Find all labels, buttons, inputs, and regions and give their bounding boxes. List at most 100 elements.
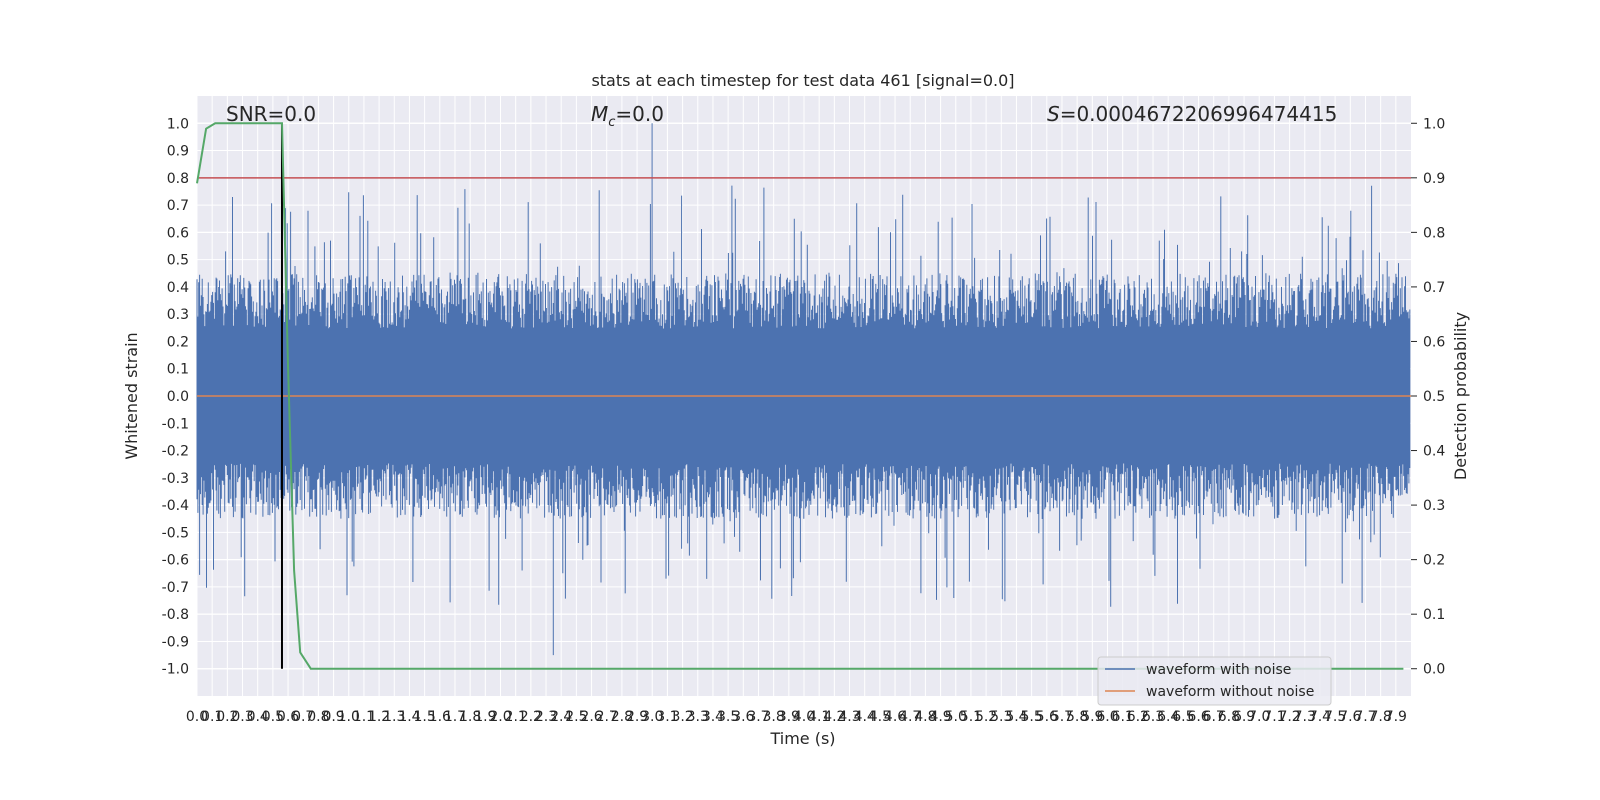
right-y-tick-label: 0.7 [1423,280,1445,296]
right-y-tick-label: 0.4 [1423,444,1445,460]
right-y-tick-label: 0.1 [1423,607,1445,623]
x-tick-label: 4.6 [884,709,906,725]
x-tick-label: 0.4 [247,709,269,725]
legend: waveform with noise waveform without noi… [1097,656,1332,706]
series-detection-probability [196,122,1404,670]
x-tick-label: 3.4 [702,709,724,725]
y-tick-label: 0.9 [167,144,189,160]
y-tick-label: -0.7 [162,580,189,596]
x-tick-label: 0.9 [322,709,344,725]
x-tick-label: 3.9 [778,709,800,725]
x-tick-label: 7.4 [1309,709,1331,725]
y-tick-label: -0.6 [162,553,189,569]
x-tick-label: 1.6 [429,709,451,725]
y-tick-label: -0.4 [162,498,189,514]
y-tick-label: -0.8 [162,607,189,623]
x-tick-label: 1.3 [383,709,405,725]
x-tick-label: 4.9 [929,709,951,725]
x-tick-label: 2.1 [505,709,527,725]
x-tick-label: 1.7 [444,709,466,725]
chart-title: stats at each timestep for test data 461… [591,71,1014,90]
x-tick-label: 0.8 [307,709,329,725]
x-tick-label: 3.3 [687,709,709,725]
x-tick-label: 7.0 [1248,709,1270,725]
x-tick-label: 2.4 [550,709,572,725]
x-tick-label: 1.1 [353,709,375,725]
x-tick-label: 1.0 [338,709,360,725]
x-tick-label: 3.0 [641,709,663,725]
x-tick-label: 0.2 [216,709,238,725]
x-tick-label: 2.8 [611,709,633,725]
x-tick-label: 2.3 [535,709,557,725]
right-y-tick-label: 1.0 [1423,116,1445,132]
x-tick-label: 1.9 [474,709,496,725]
y-tick-label: 0.4 [167,280,189,296]
x-tick-label: 4.7 [899,709,921,725]
x-tick-label: 5.2 [975,709,997,725]
x-tick-label: 5.8 [1066,709,1088,725]
x-tick-label: 5.4 [1005,709,1027,725]
x-tick-label: 1.4 [398,709,420,725]
x-tick-label: 6.8 [1218,709,1240,725]
y-tick-label: 0.7 [167,198,189,214]
y-tick-label: 0.0 [167,389,189,405]
x-tick-label: 7.6 [1339,709,1361,725]
right-y-tick-label: 0.6 [1423,334,1445,350]
x-tick-label: 2.5 [565,709,587,725]
right-y-tick-labels: 1.0 0.9 0.8 0.7 0.6 0.5 0.4 0.3 0.2 0.1 0.0 [1411,116,1445,678]
x-tick-label: 2.9 [626,709,648,725]
x-tick-label: 6.9 [1233,709,1255,725]
x-tick-label: 6.5 [1172,709,1194,725]
score-value: =0.0004672206996474415 [1060,102,1338,126]
y-tick-label: -0.1 [162,416,189,432]
x-tick-label: 7.3 [1294,709,1316,725]
x-tick-label: 6.0 [1096,709,1118,725]
snr-annotation: SNR=0.0 [226,102,316,126]
legend-label-noise: waveform with noise [1146,662,1291,678]
x-tick-label: 2.7 [596,709,618,725]
x-tick-label: 4.2 [823,709,845,725]
x-tick-label: 5.6 [1036,709,1058,725]
right-y-tick-label: 0.8 [1423,225,1445,241]
x-tick-label: 5.0 [945,709,967,725]
x-tick-label: 1.5 [413,709,435,725]
y-tick-label: 0.6 [167,225,189,241]
chirp-mass-symbol: M [591,102,608,126]
x-tick-label: 6.6 [1187,709,1209,725]
x-tick-label: 6.3 [1142,709,1164,725]
x-tick-label: 3.8 [763,709,785,725]
x-tick-label: 5.9 [1081,709,1103,725]
x-tick-label: 6.7 [1203,709,1225,725]
x-tick-label: 4.4 [854,709,876,725]
x-tick-label: 0.5 [262,709,284,725]
x-tick-label: 4.1 [808,709,830,725]
y-tick-label: -0.5 [162,525,189,541]
x-tick-label: 2.6 [580,709,602,725]
y-tick-label: -0.3 [162,471,189,487]
x-tick-label: 1.2 [368,709,390,725]
x-tick-label: 5.7 [1051,709,1073,725]
chirp-mass-value: =0.0 [615,102,664,126]
x-tick-label: 1.8 [459,709,481,725]
x-tick-label: 2.0 [489,709,511,725]
y-tick-label: 0.3 [167,307,189,323]
y-tick-label: 0.2 [167,334,189,350]
right-y-tick-label: 0.2 [1423,553,1445,569]
x-tick-label: 6.4 [1157,709,1179,725]
chirp-mass-subscript: c [608,115,615,130]
x-tick-label: 5.5 [1020,709,1042,725]
right-y-tick-label: 0.0 [1423,662,1445,678]
x-tick-label: 3.7 [747,709,769,725]
x-tick-label: 6.1 [1112,709,1134,725]
x-tick-label: 3.2 [671,709,693,725]
y-tick-label: -0.9 [162,634,189,650]
x-tick-label: 3.1 [656,709,678,725]
legend-box [1097,656,1332,706]
chirp-mass-annotation: Mc=0.0 [591,102,664,130]
x-tick-labels: 0.00.10.20.30.40.50.60.70.80.91.01.11.21… [186,709,1407,725]
x-tick-label: 4.8 [914,709,936,725]
x-tick-label: 4.0 [793,709,815,725]
right-y-tick-label: 0.3 [1423,498,1445,514]
score-symbol: S [1047,102,1060,126]
